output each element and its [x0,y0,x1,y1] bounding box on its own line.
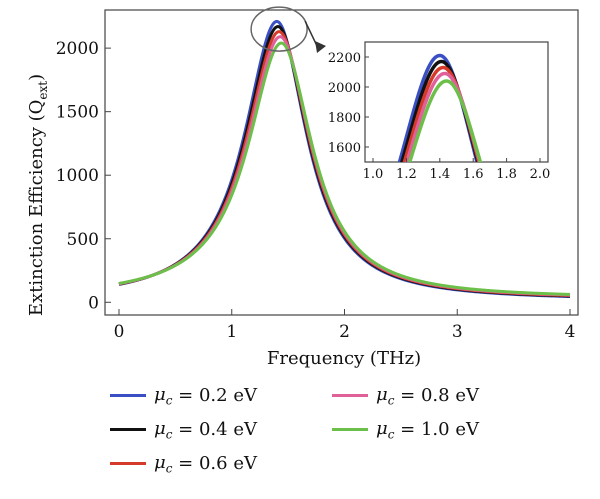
x-tick-label: 4 [565,322,576,342]
zoom-arrow-head [315,41,326,53]
legend-item-3: μc = 0.8 eV [332,384,479,408]
inset-plot-area: 1.0 1.2 1.4 1.6 1.8 2.0 1600 1800 2000 2200 [328,41,551,182]
legend-swatch-4 [332,428,368,432]
x-tick-label: 3 [452,322,463,342]
main-plot-area: 0 1 2 3 4 0 500 1000 1500 2000 [56,6,579,342]
y-tick-label: 2000 [56,39,99,59]
legend-swatch-2 [110,462,146,466]
inset-curves [397,53,483,162]
series-line-4 [118,41,571,296]
zoom-circle [250,6,308,52]
legend-swatch-3 [332,394,368,398]
legend-label-4: = 1.0 eV [400,419,479,441]
inset-x-tick-label: 1.6 [463,167,484,182]
inset-series-line-3 [405,71,482,162]
x-tick-label: 0 [114,322,125,342]
inset-x-tick-label: 1.2 [396,167,417,182]
legend-item-0: μc = 0.2 eV [110,384,257,408]
legend-item-4: μc = 1.0 eV [332,418,479,442]
legend-swatch-1 [110,428,146,432]
y-tick-label: 1000 [56,166,99,186]
legend-label-2: = 0.6 eV [178,453,257,475]
y-axis-label: Extinction Efficiency (Qext) [26,74,50,316]
extinction-chart: 0 1 2 3 4 0 500 1000 1500 2000 1.0 1.2 1.4 1.6 1.8 2.0… [26,6,579,369]
y-tick-label: 500 [67,230,99,250]
inset-frame [364,41,549,163]
inset-x-tick-label: 1.0 [363,167,384,182]
inset-series-line-4 [407,79,483,162]
inset-x-tick-label: 1.4 [429,167,450,182]
y-tick-label: 1500 [56,103,99,123]
legend-item-1: μc = 0.4 eV [110,418,257,442]
y-tick-label: 0 [88,293,99,313]
inset-y-tick-label: 2200 [328,51,361,66]
x-tick-label: 2 [339,322,350,342]
inset-x-tick-label: 2.0 [530,167,551,182]
inset-y-tick-label: 1600 [328,141,361,156]
inset-y-tick-label: 2000 [328,81,361,96]
inset-x-tick-label: 1.8 [496,167,517,182]
inset-y-tick-label: 1800 [328,111,361,126]
legend-label-0: = 0.2 eV [178,385,257,407]
legend-label-3: = 0.8 eV [400,385,479,407]
legend-label-1: = 0.4 eV [178,419,257,441]
main-plot-frame [104,9,579,316]
x-tick-label: 1 [226,322,237,342]
legend-item-2: μc = 0.6 eV [110,452,257,476]
x-axis-label: Frequency (THz) [267,348,421,369]
legend-swatch-0 [110,394,146,398]
